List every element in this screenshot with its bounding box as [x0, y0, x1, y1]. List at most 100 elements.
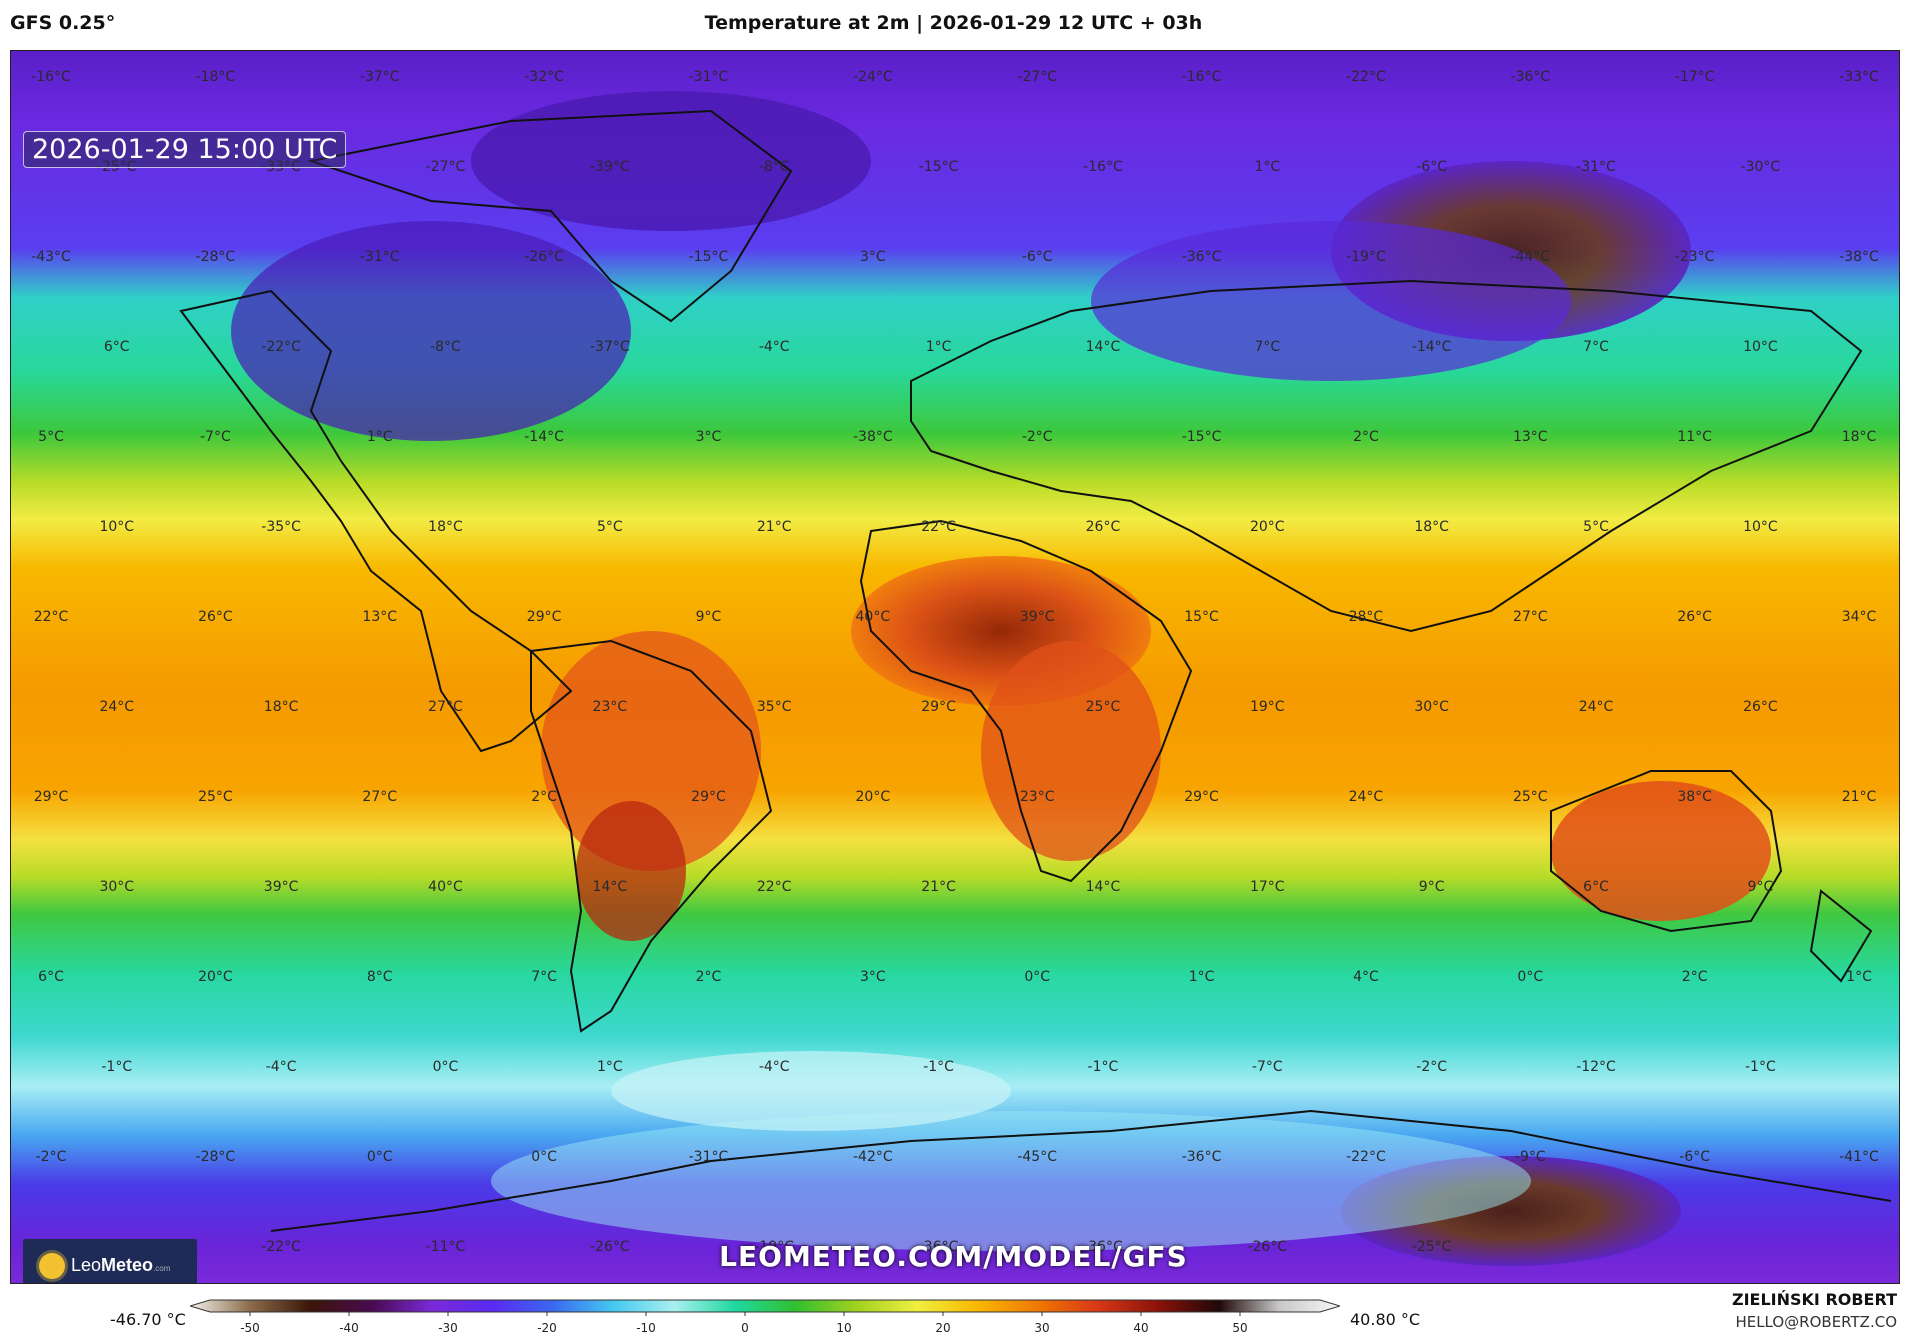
temperature-label: -6°C	[1679, 1149, 1710, 1165]
temperature-label: 14°C	[593, 879, 628, 895]
temperature-label: -35°C	[261, 519, 301, 535]
temperature-label: -37°C	[360, 69, 400, 85]
temperature-label: 1°C	[367, 429, 393, 445]
temperature-label: -26°C	[1247, 1239, 1287, 1255]
temperature-label: -25°C	[1412, 1239, 1452, 1255]
temperature-label: -22°C	[1346, 69, 1386, 85]
scale-tick-label: -50	[240, 1321, 260, 1335]
temperature-label: 40°C	[428, 879, 463, 895]
temperature-label: -38°C	[1839, 249, 1879, 265]
source-url[interactable]: LEOMETEO.COM/MODEL/GFS	[719, 1240, 1188, 1273]
temperature-label: 9°C	[1748, 879, 1774, 895]
temperature-label: -31°C	[1576, 159, 1616, 175]
temperature-label: -27°C	[1017, 69, 1057, 85]
map-graphic: -16°C -18°C -37°C -32°C -31°C -24°C -27°C -16°C…	[11, 51, 1899, 1283]
temperature-label: 0°C	[433, 1059, 459, 1075]
temperature-label: -15°C	[1182, 429, 1222, 445]
temperature-label: -36°C	[1182, 1149, 1222, 1165]
temperature-label: -26°C	[524, 249, 564, 265]
temperature-label: 23°C	[593, 699, 628, 715]
temperature-label: 26°C	[1677, 609, 1712, 625]
temperature-label: 1°C	[1189, 969, 1215, 985]
temperature-label: 24°C	[1349, 789, 1384, 805]
temperature-label: -4°C	[759, 1059, 790, 1075]
temperature-label: 30°C	[1414, 699, 1449, 715]
temperature-label: -36°C	[919, 1239, 959, 1255]
sun-icon	[39, 1253, 65, 1279]
leometeo-logo[interactable]: LeoMeteo.com	[23, 1239, 197, 1283]
temperature-label: 4°C	[1353, 969, 1379, 985]
temperature-label: 7°C	[1583, 339, 1609, 355]
temperature-label: -26°C	[590, 1239, 630, 1255]
scale-tick-label: -40	[339, 1321, 359, 1335]
legend-min-value: -46.70 °C	[110, 1310, 186, 1329]
temperature-label: -1°C	[101, 1059, 132, 1075]
temperature-label: 0°C	[1517, 969, 1543, 985]
temperature-label: -23°C	[1675, 249, 1715, 265]
scale-tick-label: 30	[1034, 1321, 1049, 1335]
temperature-label: 5°C	[38, 429, 64, 445]
temperature-label: -22°C	[261, 339, 301, 355]
temperature-map[interactable]: -16°C -18°C -37°C -32°C -31°C -24°C -27°C -16°C…	[10, 50, 1900, 1284]
temperature-label: -16°C	[1182, 69, 1222, 85]
temperature-label: -22°C	[1346, 1149, 1386, 1165]
temperature-label: -43°C	[31, 249, 71, 265]
temperature-label: 25°C	[1086, 699, 1121, 715]
temperature-label: 21°C	[921, 879, 956, 895]
temperature-label: -7°C	[1252, 1059, 1283, 1075]
temperature-label: 29°C	[1184, 789, 1219, 805]
scale-tick-label: 0	[741, 1321, 749, 1335]
scale-tick-label: 10	[836, 1321, 851, 1335]
temperature-label: 30°C	[99, 879, 134, 895]
logo-text: LeoMeteo.com	[71, 1255, 171, 1275]
temperature-label: -45°C	[1017, 1149, 1057, 1165]
temperature-label: -6°C	[1416, 159, 1447, 175]
temperature-label: -4°C	[759, 339, 790, 355]
legend-max-value: 40.80 °C	[1350, 1310, 1421, 1329]
temperature-label: -6°C	[1022, 249, 1053, 265]
temperature-label: 18°C	[264, 699, 299, 715]
temperature-label: 34°C	[1842, 609, 1877, 625]
temperature-label: -31°C	[689, 69, 729, 85]
temperature-label: -44°C	[1510, 249, 1550, 265]
author-email[interactable]: HELLO@ROBERTZ.CO	[1735, 1313, 1897, 1331]
temperature-label: 13°C	[1513, 429, 1548, 445]
temperature-label: 26°C	[1086, 519, 1121, 535]
temperature-label: -2°C	[1022, 429, 1053, 445]
scale-tick-label: -20	[537, 1321, 557, 1335]
temperature-label: 27°C	[428, 699, 463, 715]
temperature-label: 2°C	[531, 789, 557, 805]
temperature-label: -32°C	[524, 69, 564, 85]
temperature-label: -2°C	[36, 1149, 67, 1165]
temperature-label: -27°C	[426, 159, 466, 175]
scale-tick-label: 20	[935, 1321, 950, 1335]
temperature-label: 0°C	[367, 1149, 393, 1165]
temperature-label: -12°C	[1576, 1059, 1616, 1075]
temperature-label: 38°C	[1677, 789, 1712, 805]
map-title: Temperature at 2m | 2026-01-29 12 UTC + …	[704, 12, 1203, 34]
temperature-label: -22°C	[261, 1239, 301, 1255]
temperature-label: 25°C	[198, 789, 233, 805]
temperature-label: 24°C	[1579, 699, 1614, 715]
temperature-label: -1°C	[1088, 1059, 1119, 1075]
temperature-label: 10°C	[99, 519, 134, 535]
temperature-label: -8°C	[759, 159, 790, 175]
temperature-label: 39°C	[264, 879, 299, 895]
temperature-label: -39°C	[590, 159, 630, 175]
temperature-label: 29°C	[921, 699, 956, 715]
temperature-label: -41°C	[1839, 1149, 1879, 1165]
temperature-label: 18°C	[1842, 429, 1877, 445]
valid-time-badge: 2026-01-29 15:00 UTC	[23, 131, 347, 168]
model-name: GFS 0.25°	[10, 12, 116, 34]
temperature-label: 15°C	[1184, 609, 1219, 625]
temperature-label: -24°C	[853, 69, 893, 85]
temperature-label: 2°C	[1682, 969, 1708, 985]
scale-tick-label: -30	[438, 1321, 458, 1335]
temperature-label: 5°C	[597, 519, 623, 535]
temperature-label: -36°C	[1510, 69, 1550, 85]
temperature-label: 7°C	[531, 969, 557, 985]
scale-tick-label: 40	[1133, 1321, 1148, 1335]
temperature-label: 1°C	[1846, 969, 1872, 985]
temperature-label: 5°C	[1583, 519, 1609, 535]
temperature-label: 10°C	[1743, 339, 1778, 355]
